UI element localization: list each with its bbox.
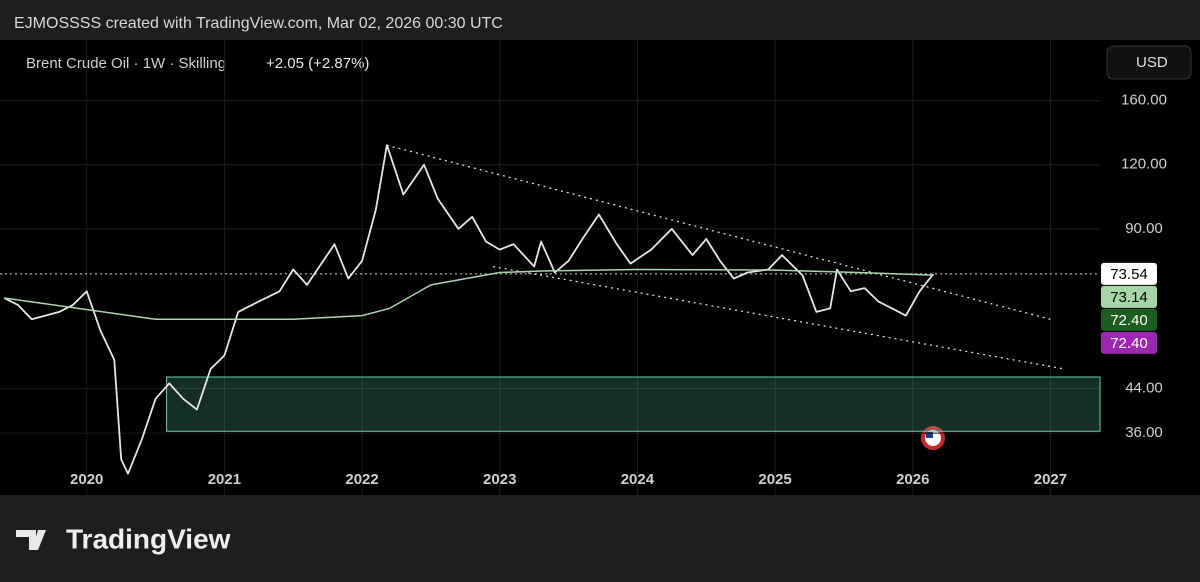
- x-tick-label: 2027: [1034, 471, 1067, 488]
- y-tick-label: 120.00: [1121, 156, 1167, 173]
- y-tick-label: 90.00: [1125, 220, 1163, 237]
- brand: TradingView: [66, 523, 231, 554]
- flag-icon: [921, 426, 945, 450]
- x-tick-label: 2021: [208, 471, 241, 488]
- support-zone: [166, 376, 1101, 432]
- price-line-series: [3, 268, 934, 320]
- attribution: EJMOSSSS created with TradingView.com, M…: [14, 15, 503, 32]
- change: +2.05 (+2.87%): [266, 55, 369, 72]
- chart-panel: [0, 40, 1200, 495]
- trendline: [386, 144, 1051, 320]
- price-label: 73.14: [1110, 289, 1148, 306]
- price-label: 72.40: [1110, 335, 1148, 352]
- logo: [16, 530, 46, 550]
- symbol: Brent Crude Oil · 1W · Skilling: [26, 55, 226, 72]
- x-tick-label: 2025: [758, 471, 791, 488]
- currency[interactable]: USD: [1136, 54, 1168, 71]
- price-label-box: [1101, 331, 1157, 354]
- x-tick-label: 2024: [621, 471, 655, 488]
- x-tick-label: 2023: [483, 471, 516, 488]
- price-label: 73.54: [1110, 266, 1148, 283]
- price-line-series: [3, 144, 935, 475]
- price-label: 72.40: [1110, 312, 1148, 329]
- trendline: [492, 265, 1065, 370]
- price-label-box: [1101, 308, 1157, 331]
- price-label-box: [1101, 262, 1157, 285]
- x-tick-label: 2022: [345, 471, 378, 488]
- x-tick-label: 2020: [70, 471, 103, 488]
- x-tick-label: 2026: [896, 471, 929, 488]
- y-tick-label: 36.00: [1125, 424, 1163, 441]
- price-label-box: [1101, 285, 1157, 308]
- currency-button[interactable]: [1106, 45, 1192, 80]
- y-tick-label: 44.00: [1125, 379, 1163, 396]
- y-tick-label: 160.00: [1121, 92, 1167, 109]
